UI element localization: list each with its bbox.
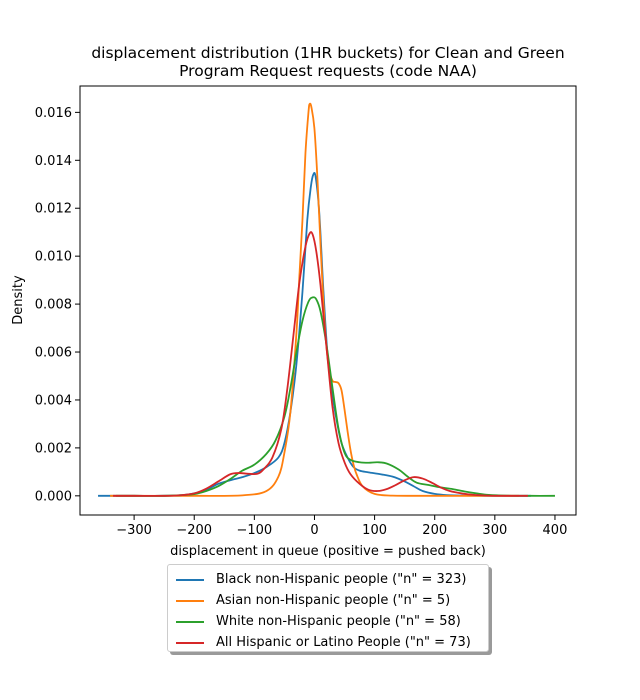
series-line-hispanic-or-latino [113, 231, 528, 497]
chart-title-line-1: displacement distribution (1HR buckets) … [91, 44, 564, 62]
legend-item-hispanic-or-latino: All Hispanic or Latino People ("n" = 73) [176, 632, 480, 653]
y-axis-label: Density [11, 275, 26, 325]
y-tick-label: 0.008 [35, 298, 72, 313]
legend-label: All Hispanic or Latino People ("n" = 73) [216, 635, 471, 650]
plot-area-frame [79, 85, 577, 516]
y-tick-label: 0.010 [35, 250, 72, 265]
y-tick-label: 0.012 [35, 202, 72, 217]
chart-legend: Black non-Hispanic people ("n" = 323) Asi… [167, 564, 489, 652]
x-axis-label: displacement in queue (positive = pushed… [170, 544, 486, 559]
legend-swatch [176, 641, 204, 644]
x-tick-label: −200 [176, 523, 212, 538]
series-line-white-non-hispanic [116, 296, 555, 497]
x-axis: −300 −200 −100 0 100 200 300 400 [116, 515, 567, 538]
x-tick-label: 0 [310, 523, 318, 538]
x-tick-label: 400 [543, 523, 568, 538]
legend-label: White non-Hispanic people ("n" = 58) [216, 614, 461, 629]
series-line-black-non-hispanic [98, 171, 531, 497]
legend-item-black-non-hispanic: Black non-Hispanic people ("n" = 323) [176, 569, 480, 590]
legend-label: Black non-Hispanic people ("n" = 323) [216, 572, 467, 587]
x-tick-label: −100 [236, 523, 272, 538]
y-tick-label: 0.014 [35, 154, 72, 169]
legend-item-asian-non-hispanic: Asian non-Hispanic people ("n" = 5) [176, 590, 480, 611]
chart-title-line-2: Program Request requests (code NAA) [179, 62, 477, 80]
y-tick-label: 0.000 [35, 489, 72, 504]
y-axis: 0.000 0.002 0.004 0.006 0.008 0.010 0.012 0.014… [35, 106, 80, 504]
x-tick-label: 100 [362, 523, 387, 538]
legend-swatch [176, 620, 204, 623]
legend-label: Asian non-Hispanic people ("n" = 5) [216, 593, 451, 608]
series-layer [98, 102, 555, 497]
x-tick-label: −300 [116, 523, 152, 538]
series-line-asian-non-hispanic [110, 102, 519, 497]
x-tick-label: 200 [422, 523, 447, 538]
y-tick-label: 0.002 [35, 441, 72, 456]
legend-item-white-non-hispanic: White non-Hispanic people ("n" = 58) [176, 611, 480, 632]
legend-swatch [176, 578, 204, 581]
legend-swatch [176, 599, 204, 602]
y-tick-label: 0.016 [35, 106, 72, 121]
y-tick-label: 0.006 [35, 346, 72, 361]
y-tick-label: 0.004 [35, 393, 72, 408]
x-tick-label: 300 [482, 523, 507, 538]
